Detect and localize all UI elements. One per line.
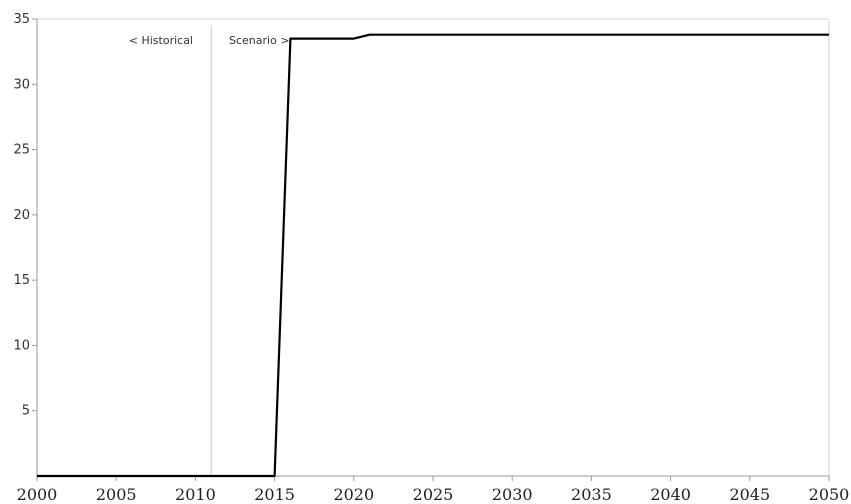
scenario-label: Scenario >: [229, 34, 290, 47]
y-tick-label: 35: [13, 12, 30, 27]
y-tick-label: 20: [13, 208, 30, 223]
x-tick-label: 2020: [333, 485, 374, 504]
x-tick-label: 2010: [175, 485, 216, 504]
x-tick-label: 2040: [650, 485, 691, 504]
x-tick-label: 2045: [729, 485, 770, 504]
y-tick-label: 30: [13, 77, 30, 92]
y-tick-label: 10: [13, 338, 30, 353]
x-tick-label: 2005: [96, 485, 137, 504]
historical-label: < Historical: [129, 34, 193, 47]
x-tick-label: 2050: [809, 485, 850, 504]
series-line: [37, 33, 829, 478]
y-tick-label: 5: [22, 404, 30, 419]
x-tick-label: 2035: [571, 485, 612, 504]
x-tick-label: 2000: [17, 485, 58, 504]
x-tick-label: 2015: [254, 485, 295, 504]
series-layer: [37, 33, 829, 478]
plot-area: [36, 18, 830, 477]
x-tick-label: 2025: [413, 485, 454, 504]
y-tick-label: 25: [13, 143, 30, 158]
x-tick-label: 2030: [492, 485, 533, 504]
y-tick-label: 15: [13, 273, 30, 288]
